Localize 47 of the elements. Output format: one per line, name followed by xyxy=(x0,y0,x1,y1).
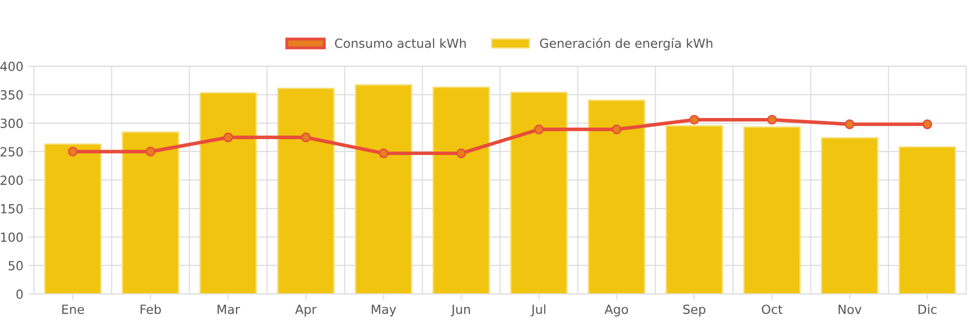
bar xyxy=(666,125,723,294)
point xyxy=(689,114,700,125)
point xyxy=(223,132,234,142)
point xyxy=(612,124,622,134)
x-tick-label: Dic xyxy=(918,304,937,314)
bar xyxy=(588,100,646,294)
bar xyxy=(510,92,568,294)
point xyxy=(378,148,388,158)
x-tick-label: Feb xyxy=(140,304,161,314)
x-tick-label: Apr xyxy=(295,304,317,316)
bar xyxy=(277,88,335,294)
x-tick-label: Sep xyxy=(683,304,706,316)
point xyxy=(68,146,78,156)
y-tick-label: 250 xyxy=(0,147,23,157)
x-tick-label: Jun xyxy=(450,304,470,316)
point xyxy=(534,124,544,134)
y-tick-label: 150 xyxy=(1,204,23,214)
y-tick-label: 300 xyxy=(0,118,23,128)
y-tick-label: 400 xyxy=(0,62,23,72)
x-tick-label: Mar xyxy=(218,304,240,314)
x-tick-label: May xyxy=(372,304,396,316)
bar xyxy=(432,86,490,294)
bar xyxy=(200,92,257,294)
point xyxy=(922,119,932,130)
x-tick-label: Ago xyxy=(604,304,628,316)
bar xyxy=(743,126,801,294)
y-tick-label: 200 xyxy=(0,176,23,185)
y-tick-label: 50 xyxy=(8,260,23,270)
y-tick-label: 100 xyxy=(1,232,23,242)
point xyxy=(456,148,466,158)
bar xyxy=(44,144,102,294)
bar xyxy=(354,84,412,294)
x-tick-label: Jul xyxy=(530,304,546,316)
bar xyxy=(820,137,878,294)
legend-label: Consumo actual kWh xyxy=(334,38,466,48)
point xyxy=(767,114,777,125)
point xyxy=(146,146,156,156)
point xyxy=(301,132,311,142)
x-tick-label: Nov xyxy=(838,304,862,314)
bar xyxy=(122,132,180,294)
point xyxy=(844,119,854,130)
bar xyxy=(898,146,956,294)
y-tick-label: 350 xyxy=(0,90,23,100)
x-tick-label: Ene xyxy=(62,304,84,314)
y-tick-label: 0 xyxy=(16,289,23,299)
legend-label: Generación de energía kWh xyxy=(540,38,712,50)
x-tick-label: Oct xyxy=(762,304,782,314)
